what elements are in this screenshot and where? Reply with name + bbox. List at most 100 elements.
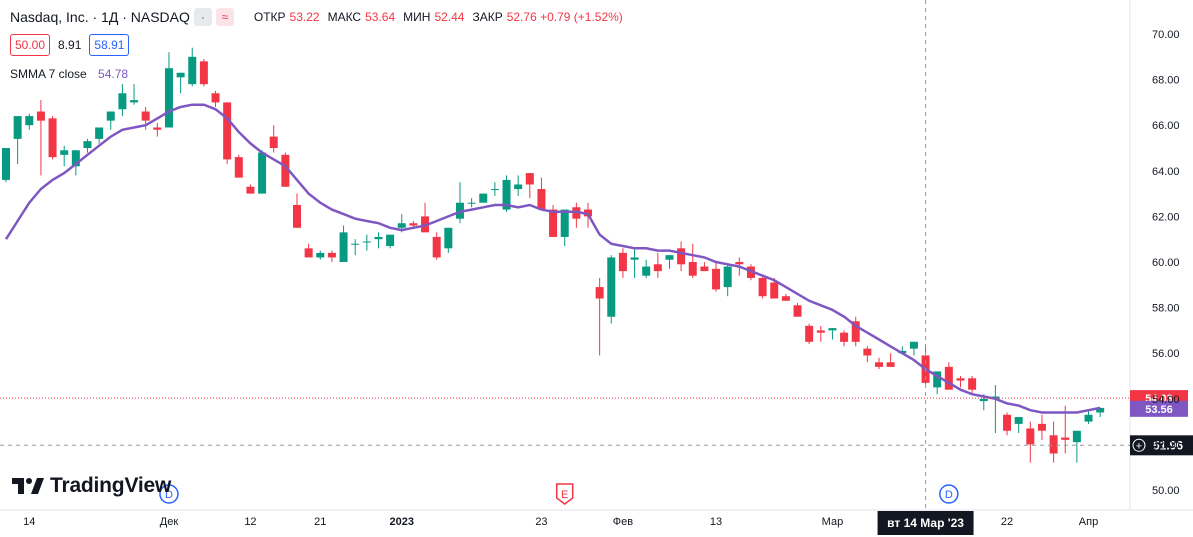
crosshair-plus-glyph: + xyxy=(1136,440,1142,452)
indicator-legend[interactable]: SMMA 7 close 54.78 xyxy=(10,67,128,81)
dividend-marker xyxy=(159,484,179,504)
candle-body xyxy=(374,236,383,240)
candle-body xyxy=(1084,414,1093,422)
candle-body xyxy=(642,266,651,276)
candle-body xyxy=(595,287,604,299)
symbol-title[interactable]: Nasdaq, Inc. · 1Д · NASDAQ xyxy=(10,9,190,25)
candle-body xyxy=(386,234,395,247)
time-tick-label: 13 xyxy=(710,516,722,528)
candle-body xyxy=(409,223,418,226)
crosshair-price-label: 51.96 xyxy=(1153,438,1183,452)
candle-body xyxy=(1072,430,1081,443)
candle-body xyxy=(816,330,825,333)
close-label: ЗАКР xyxy=(472,10,503,24)
candle-body xyxy=(293,205,301,228)
candle-body xyxy=(828,328,837,331)
candle-body xyxy=(1049,435,1058,454)
candle-body xyxy=(164,68,173,128)
candle-body xyxy=(211,93,220,103)
smma-line xyxy=(4,103,1101,414)
candle-body xyxy=(793,305,802,317)
candle-body xyxy=(560,209,569,237)
dividend-marker xyxy=(939,484,959,504)
spread-value: 8.91 xyxy=(58,38,82,52)
candle-body xyxy=(851,321,860,342)
candle-body xyxy=(397,223,406,228)
candle-body xyxy=(304,248,313,258)
indicator-label: SMMA 7 close xyxy=(10,67,87,81)
candle-body xyxy=(176,72,185,78)
candle-body xyxy=(875,362,883,367)
price-tick-label: 66.00 xyxy=(1152,120,1180,132)
candle-body xyxy=(246,186,255,194)
legend-header: Nasdaq, Inc. · 1Д · NASDAQ · ≈ ОТКР 53.22… xyxy=(10,8,623,26)
candle-body xyxy=(735,262,744,265)
candle-body xyxy=(71,150,80,167)
time-tick-label: 21 xyxy=(314,516,326,528)
price-tick-label: 70.00 xyxy=(1152,29,1180,41)
candle-body xyxy=(444,227,453,249)
candle-body xyxy=(549,209,558,237)
candle-body xyxy=(618,252,627,272)
tradingview-logo[interactable]: TradingView xyxy=(12,474,171,498)
low-label: МИН xyxy=(403,10,431,24)
candle-body xyxy=(1026,428,1035,445)
indicator-value: 54.78 xyxy=(98,67,129,81)
time-tick-label: 12 xyxy=(244,516,256,528)
candle-body xyxy=(933,371,942,388)
candle-body xyxy=(723,266,732,288)
tradingview-logo-text: TradingView xyxy=(50,474,172,497)
candle-body xyxy=(968,378,977,390)
price-tick-label: 58.00 xyxy=(1152,303,1180,315)
candle-body xyxy=(863,348,872,356)
candle-body xyxy=(199,61,208,85)
candle-body xyxy=(13,116,22,139)
crosshair-plus-icon xyxy=(1132,438,1146,452)
low-value: 52.44 xyxy=(434,10,465,24)
candle-body xyxy=(700,266,709,272)
price-tick-label: 64.00 xyxy=(1152,166,1180,178)
candle-body xyxy=(2,148,10,180)
crosshair-date-tag xyxy=(877,511,974,535)
time-tick-label: Дек xyxy=(160,516,179,528)
candle-body xyxy=(130,100,139,103)
dividend-marker-label: D xyxy=(945,489,953,501)
candle-body xyxy=(339,232,348,262)
candle-body xyxy=(1003,414,1012,431)
candle-body xyxy=(1096,407,1105,413)
tradingview-logo-icon xyxy=(12,478,44,494)
price-tick-label: 52.00 xyxy=(1152,439,1180,451)
time-tick-label: Мар xyxy=(822,516,844,528)
price-axis: 50.00 52.00 54.00 56.00 58.00 60.00 62.00 64.00… xyxy=(1152,29,1180,497)
candle-body xyxy=(665,255,674,260)
candle-body xyxy=(269,136,278,148)
candle-body xyxy=(1037,423,1046,431)
compare-icon[interactable]: ≈ xyxy=(215,8,234,26)
price-tag xyxy=(1130,400,1188,417)
sell-price-button[interactable]: 50.00 xyxy=(10,34,51,56)
price-tag-label: 53.56 xyxy=(1145,404,1173,416)
candle-body xyxy=(979,398,988,402)
dividend-marker-label: D xyxy=(165,489,173,501)
price-tick-label: 56.00 xyxy=(1152,348,1180,360)
candle-body xyxy=(60,150,69,155)
time-tick-label: Фев xyxy=(613,516,633,528)
candle-body xyxy=(677,248,686,265)
candle-body xyxy=(537,189,546,210)
menu-icon[interactable]: · xyxy=(193,8,212,26)
candle-body xyxy=(234,157,243,178)
candle-body xyxy=(36,111,45,121)
candle-body xyxy=(1061,437,1070,440)
candle-body xyxy=(25,116,34,126)
crosshair-date-label: вт 14 Мар '23 xyxy=(887,516,964,530)
trade-row: 50.00 8.91 58.91 xyxy=(10,34,130,56)
time-tick-label: Апр xyxy=(1079,516,1098,528)
candle-body xyxy=(83,141,92,148)
buy-price-button[interactable]: 58.91 xyxy=(89,34,130,56)
candle-body xyxy=(653,264,662,272)
time-tick-label: 2023 xyxy=(390,516,414,528)
candle-body xyxy=(956,378,965,381)
candle-body xyxy=(886,362,895,367)
